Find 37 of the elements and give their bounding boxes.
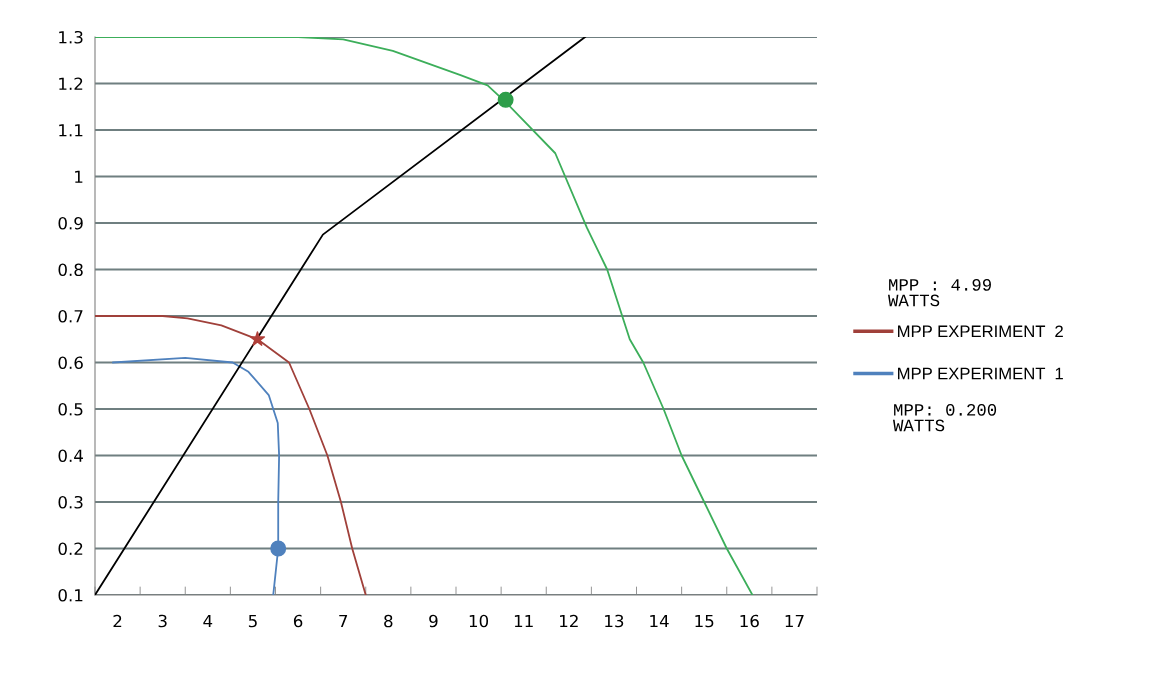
y-tick-label: 0.4 bbox=[58, 449, 83, 463]
text: MPP : 4.99 WATTS bbox=[888, 278, 991, 307]
x-tick-label: 6 bbox=[293, 614, 303, 628]
legend-label: MPP EXPERIMENT 1 bbox=[898, 367, 1063, 380]
y-tick-label: 0.8 bbox=[58, 263, 83, 277]
x-tick-label: 5 bbox=[248, 614, 257, 628]
x-tick-label: 2 bbox=[113, 614, 122, 628]
x-tick-label: 8 bbox=[384, 614, 393, 628]
y-tick-label: 1.1 bbox=[59, 124, 83, 137]
y-tick-label: 0.6 bbox=[58, 356, 83, 370]
x-tick-label: 16 bbox=[740, 614, 759, 628]
x-tick-label: 9 bbox=[429, 614, 438, 628]
x-tick-label: 14 bbox=[650, 614, 669, 628]
y-tick-label: 0.9 bbox=[58, 216, 83, 230]
x-tick-label: 17 bbox=[785, 614, 804, 628]
point bbox=[497, 91, 514, 108]
point bbox=[270, 540, 287, 557]
legend-label: MPP EXPERIMENT 2 bbox=[898, 325, 1063, 338]
x-tick-label: 15 bbox=[695, 614, 714, 628]
x-tick-label: 10 bbox=[469, 614, 489, 628]
y-tick-label: 0.3 bbox=[58, 495, 83, 509]
x-tick-label: 4 bbox=[203, 614, 213, 628]
y-tick-label: 1.2 bbox=[59, 77, 83, 90]
text: MPP: 0.200 WATTS bbox=[893, 403, 997, 432]
y-tick-label: 1.3 bbox=[59, 30, 83, 44]
y-tick-label: 0.2 bbox=[58, 542, 83, 556]
y-tick-label: 0.1 bbox=[58, 588, 83, 602]
point bbox=[249, 331, 266, 346]
x-tick-label: 12 bbox=[560, 614, 578, 628]
x-tick-label: 7 bbox=[339, 614, 348, 628]
x-tick-label: 3 bbox=[158, 614, 167, 628]
y-tick-label: 0.7 bbox=[58, 309, 83, 323]
y-tick-label: 0.5 bbox=[58, 402, 83, 416]
x-tick-label: 11 bbox=[514, 614, 533, 628]
y-tick-label: 1 bbox=[75, 170, 83, 183]
x-tick-label: 13 bbox=[605, 614, 624, 628]
line-series bbox=[95, 315, 367, 595]
